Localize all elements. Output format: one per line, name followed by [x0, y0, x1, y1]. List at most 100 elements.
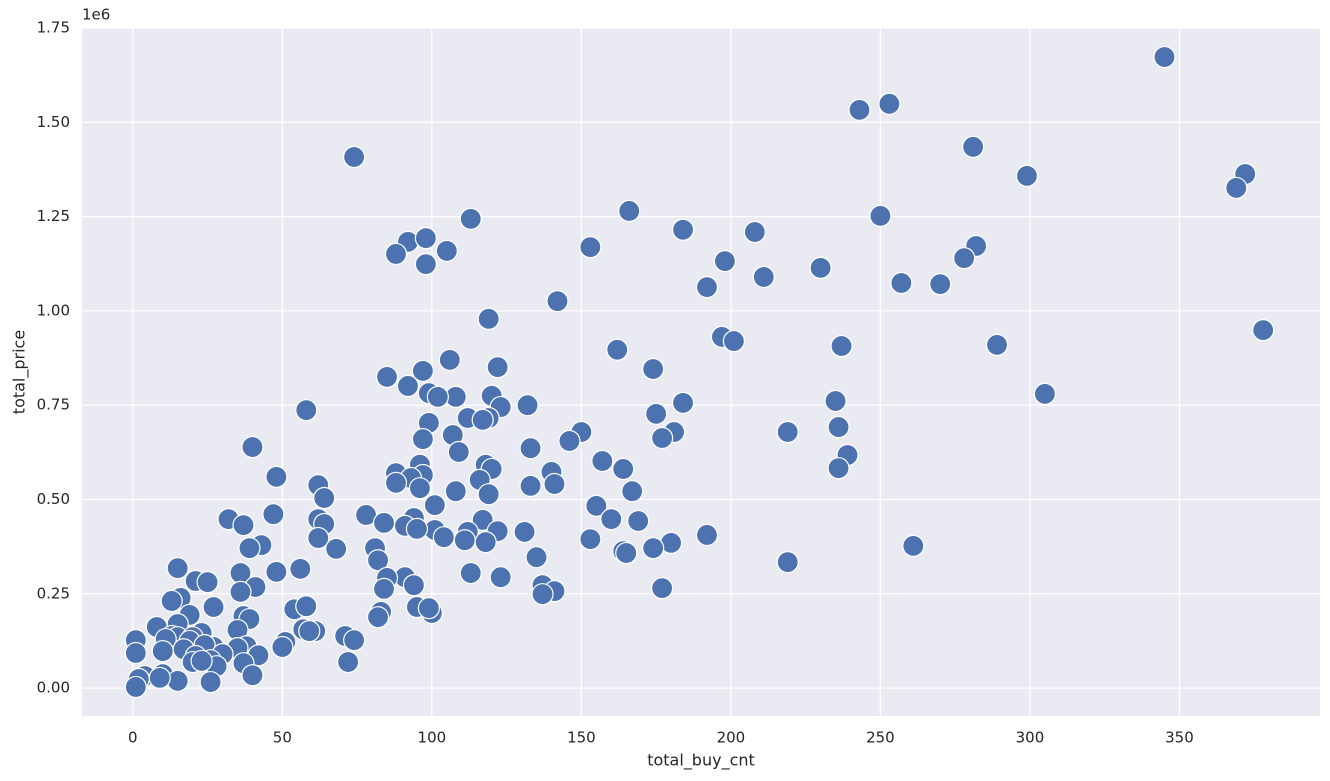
point — [627, 509, 650, 533]
point — [337, 650, 360, 674]
point — [776, 551, 799, 574]
point — [396, 374, 420, 398]
point — [827, 415, 850, 439]
point — [265, 465, 288, 488]
point — [238, 537, 261, 560]
point — [438, 348, 461, 372]
point — [402, 574, 426, 597]
point — [579, 236, 602, 259]
y-tick-label: 0.50 — [37, 490, 70, 508]
point — [651, 577, 674, 600]
y-tick-label: 1.50 — [37, 113, 70, 131]
offset-text: 1e6 — [82, 6, 110, 24]
point — [265, 560, 288, 584]
point — [190, 649, 213, 673]
point — [411, 428, 434, 451]
point — [432, 526, 455, 549]
point — [671, 391, 695, 415]
point — [546, 289, 569, 313]
point — [444, 480, 467, 503]
y-axis-label: total_price — [10, 330, 30, 414]
point — [408, 477, 432, 500]
point — [232, 514, 255, 537]
point — [600, 508, 623, 531]
point — [642, 357, 665, 381]
y-tick-label: 0.75 — [37, 396, 70, 414]
y-tick-label: 1.75 — [37, 19, 70, 37]
point — [241, 435, 264, 459]
point — [474, 531, 497, 554]
point — [1015, 164, 1039, 187]
point — [384, 471, 408, 494]
x-tick-label: 150 — [567, 729, 596, 747]
point — [372, 577, 396, 600]
point — [513, 520, 536, 544]
point — [902, 534, 925, 557]
point — [313, 486, 336, 510]
point — [615, 541, 638, 565]
point — [695, 523, 719, 547]
point — [160, 589, 183, 613]
point — [830, 334, 853, 358]
point — [890, 271, 913, 295]
point — [124, 641, 147, 665]
point — [878, 92, 901, 115]
point — [543, 472, 566, 496]
point — [591, 449, 614, 473]
y-tick-label: 1.00 — [37, 301, 70, 319]
point — [151, 640, 174, 663]
point — [423, 494, 446, 517]
point — [848, 98, 871, 121]
point — [411, 359, 434, 382]
point — [519, 474, 542, 498]
point — [645, 402, 668, 425]
plot-area — [82, 28, 1320, 716]
point — [486, 355, 509, 379]
x-tick-label: 200 — [717, 729, 746, 747]
point — [262, 503, 285, 526]
point — [435, 239, 458, 263]
point — [722, 329, 745, 353]
point — [1153, 45, 1176, 69]
point — [477, 483, 500, 506]
point — [447, 440, 470, 464]
x-tick-label: 250 — [866, 729, 895, 747]
point — [776, 420, 799, 444]
point — [558, 429, 581, 453]
x-tick-label: 100 — [418, 729, 447, 747]
point — [148, 666, 171, 690]
point — [985, 333, 1009, 356]
x-tick-label: 50 — [273, 729, 292, 747]
point — [426, 385, 449, 408]
point — [516, 394, 539, 417]
point — [827, 457, 850, 480]
point — [241, 664, 264, 687]
point — [124, 675, 147, 699]
point — [417, 597, 440, 620]
point — [809, 256, 832, 279]
point — [375, 365, 399, 389]
point — [298, 620, 321, 643]
point — [642, 537, 665, 560]
y-tick-label: 0.25 — [37, 584, 70, 602]
x-tick-label: 350 — [1165, 729, 1194, 747]
x-axis-label: total_buy_cnt — [647, 751, 755, 771]
point — [752, 265, 775, 289]
point — [414, 226, 437, 250]
point — [307, 526, 330, 550]
point — [1252, 319, 1275, 342]
point — [929, 273, 952, 296]
point — [459, 207, 482, 230]
point — [384, 242, 408, 266]
point — [869, 204, 892, 227]
point — [405, 517, 429, 541]
point — [343, 629, 366, 652]
point — [295, 595, 318, 618]
point — [343, 145, 366, 169]
point — [585, 494, 608, 518]
point — [1225, 176, 1248, 200]
point — [414, 253, 437, 276]
point — [713, 250, 737, 273]
point — [525, 546, 548, 569]
